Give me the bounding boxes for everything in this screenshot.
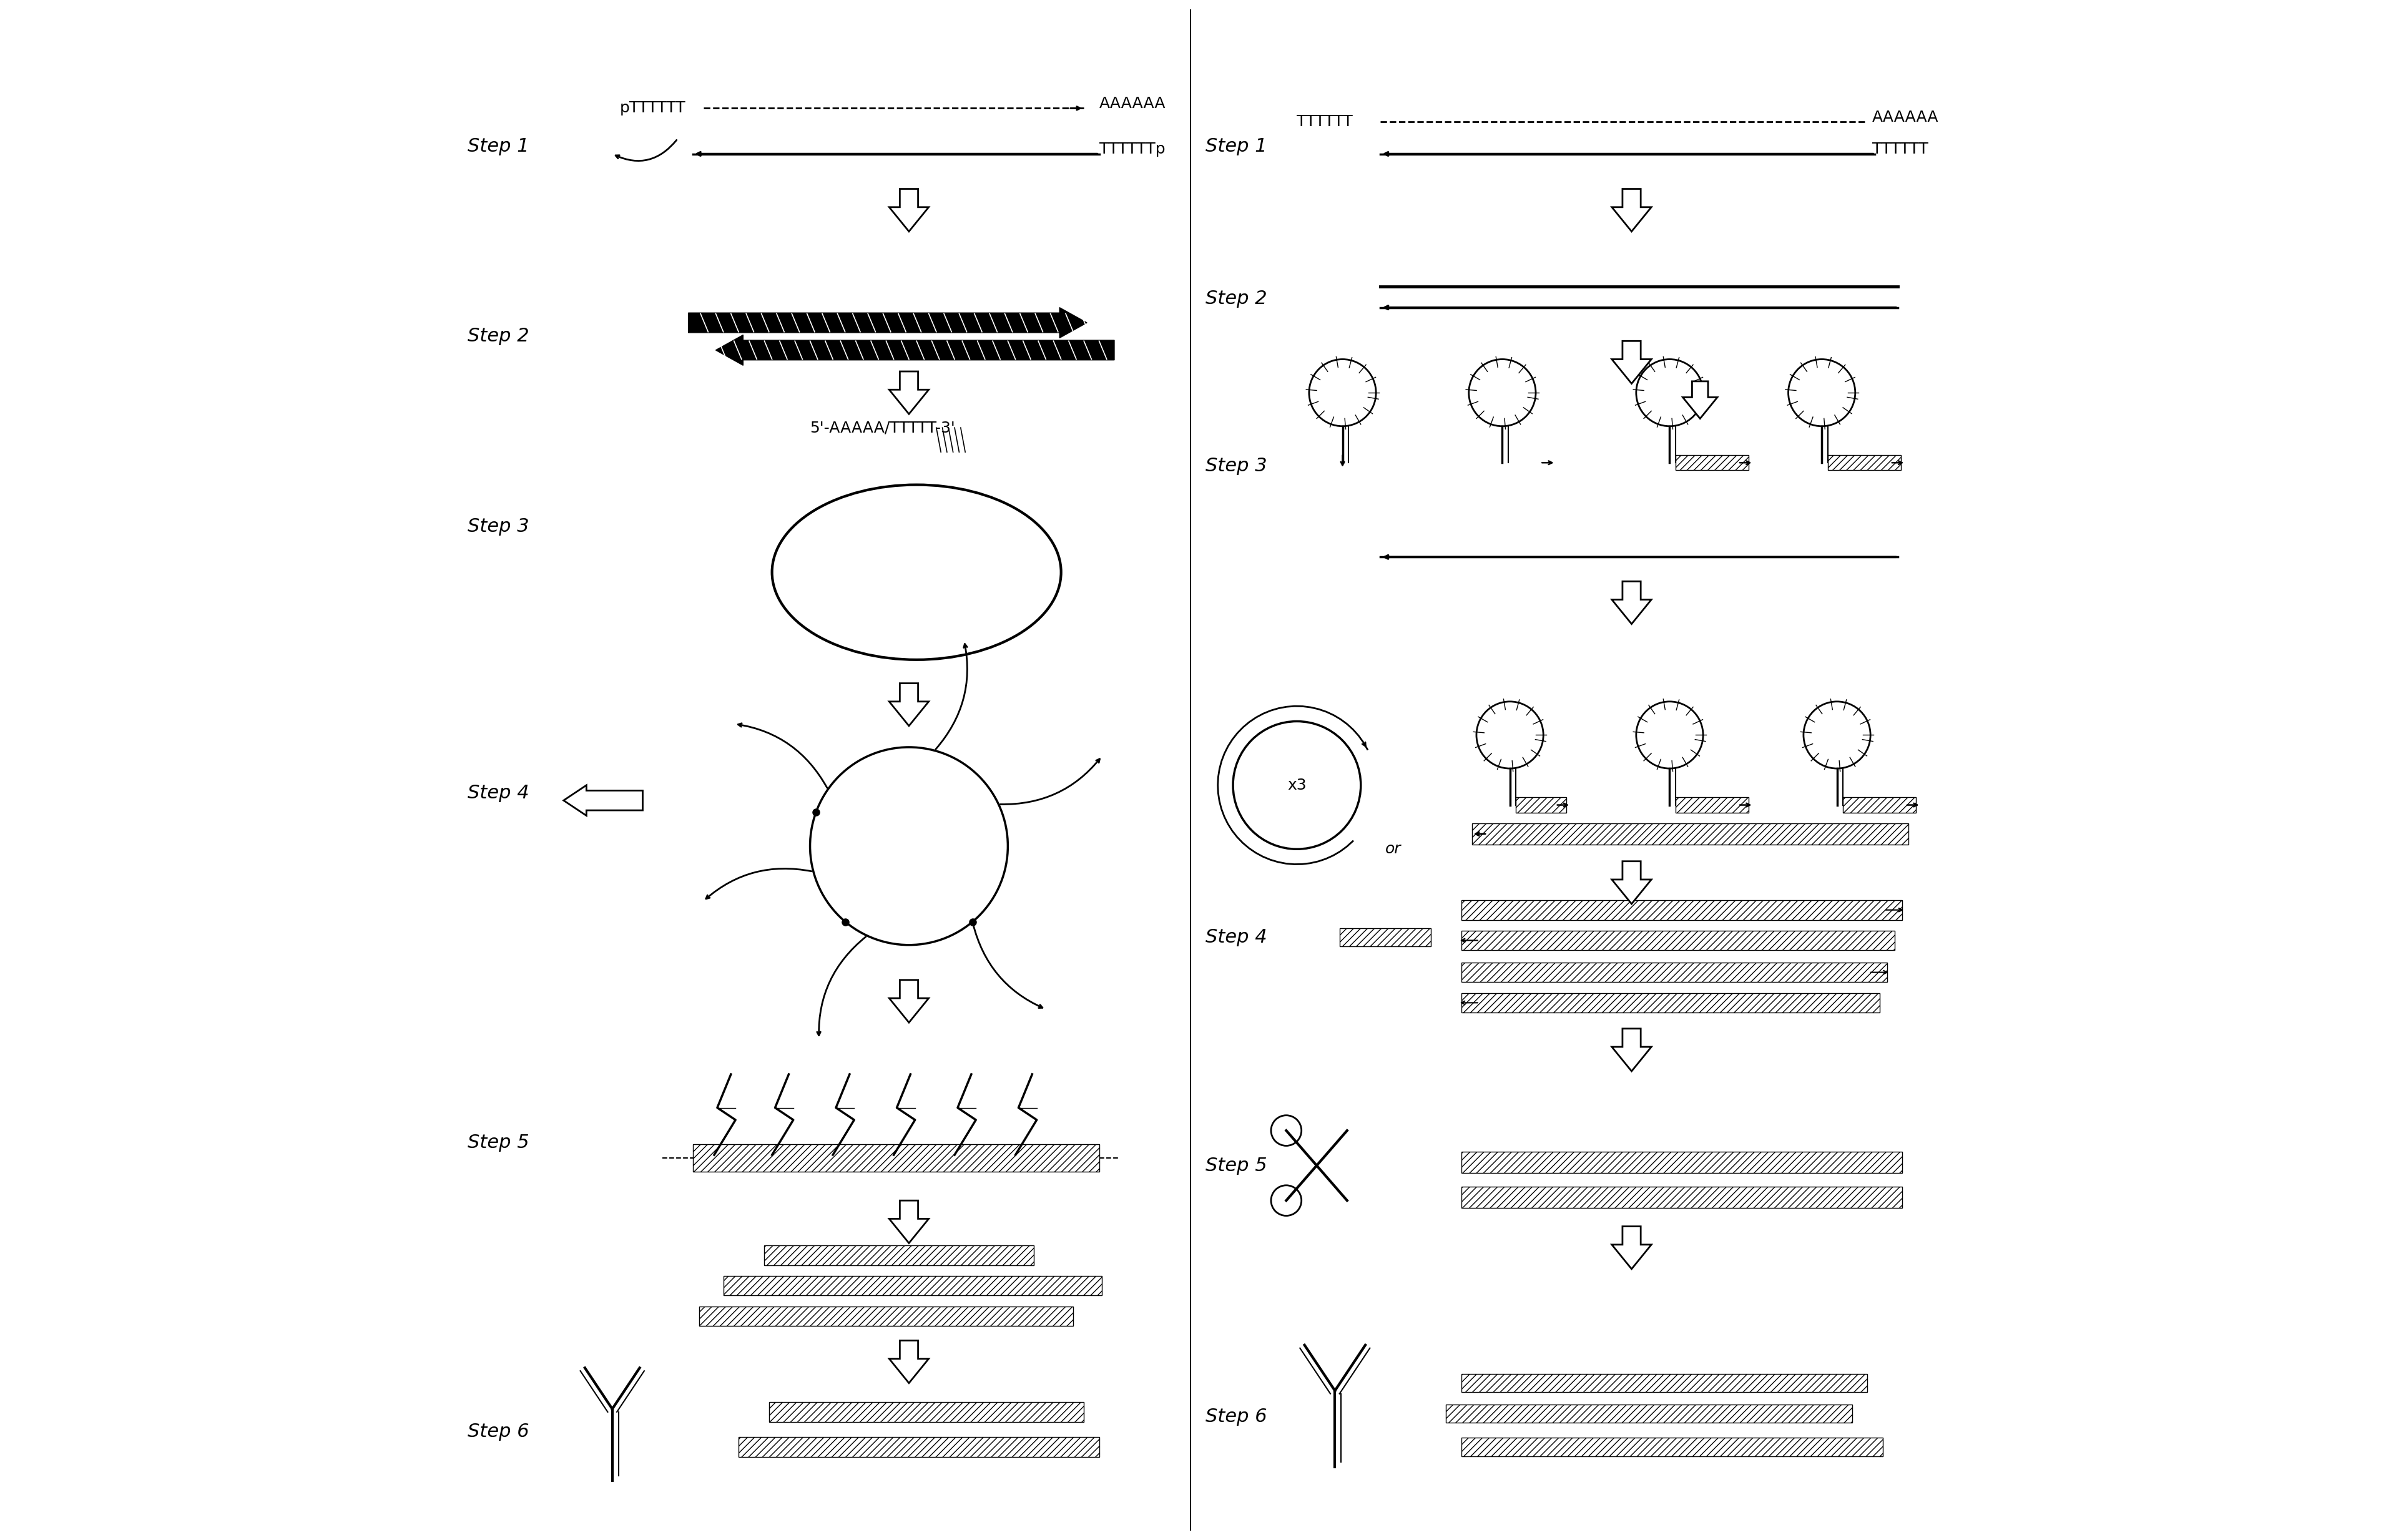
Bar — [724, 1275, 1102, 1295]
Text: Step 4: Step 4 — [467, 784, 530, 802]
FancyArrow shape — [688, 308, 1088, 337]
Text: Step 4: Step 4 — [1205, 929, 1267, 947]
Text: TTTTTT: TTTTTT — [1296, 114, 1354, 129]
Text: Step 3: Step 3 — [1205, 457, 1267, 474]
Bar — [764, 1246, 1033, 1266]
Text: Step 5: Step 5 — [1205, 1157, 1267, 1175]
Bar — [1445, 1404, 1852, 1423]
Text: TTTTTTp: TTTTTTp — [1100, 142, 1164, 157]
Bar — [700, 1306, 1073, 1326]
Bar — [1339, 929, 1430, 947]
Bar — [1462, 1438, 1883, 1457]
Text: Step 6: Step 6 — [467, 1423, 530, 1441]
Text: Step 2: Step 2 — [1205, 290, 1267, 308]
Bar — [1828, 456, 1900, 470]
Bar — [1462, 1187, 1902, 1207]
FancyArrow shape — [1613, 582, 1651, 624]
Text: AAAAAA: AAAAAA — [1100, 95, 1164, 111]
FancyArrow shape — [1613, 1226, 1651, 1269]
Text: pTTTTTT: pTTTTTT — [621, 100, 685, 116]
Bar — [1462, 1152, 1902, 1173]
Bar — [769, 1401, 1083, 1421]
FancyArrow shape — [889, 1340, 930, 1383]
Bar — [1517, 798, 1567, 813]
Bar — [692, 1144, 1100, 1172]
Bar — [1462, 1374, 1866, 1392]
Bar — [1462, 962, 1888, 983]
Text: Step 1: Step 1 — [1205, 137, 1267, 156]
Text: Step 5: Step 5 — [467, 1133, 530, 1152]
Bar — [1462, 899, 1902, 919]
Bar — [1471, 824, 1910, 844]
Text: Step 1: Step 1 — [467, 137, 530, 156]
Bar — [738, 1437, 1100, 1457]
Bar — [1462, 993, 1878, 1013]
FancyArrow shape — [889, 979, 930, 1023]
FancyArrow shape — [1613, 340, 1651, 383]
FancyArrow shape — [1613, 1029, 1651, 1072]
FancyArrow shape — [889, 1201, 930, 1243]
Text: or: or — [1385, 842, 1402, 856]
FancyArrow shape — [716, 334, 1114, 365]
FancyArrow shape — [1682, 382, 1718, 419]
Text: TTTTTT: TTTTTT — [1871, 142, 1929, 157]
Text: Step 2: Step 2 — [467, 328, 530, 345]
FancyArrow shape — [1613, 861, 1651, 904]
Text: Step 3: Step 3 — [467, 517, 530, 536]
Bar — [1843, 798, 1917, 813]
FancyArrow shape — [889, 684, 930, 725]
Text: x3: x3 — [1287, 778, 1306, 793]
FancyArrow shape — [563, 785, 642, 816]
FancyArrow shape — [889, 371, 930, 414]
FancyArrow shape — [1613, 189, 1651, 231]
FancyArrow shape — [889, 189, 930, 231]
Bar — [1675, 798, 1749, 813]
Bar — [1675, 456, 1749, 470]
Bar — [1462, 930, 1895, 950]
Text: AAAAAA: AAAAAA — [1871, 109, 1938, 125]
Text: 5'-AAAAA/TTTTT-3': 5'-AAAAA/TTTTT-3' — [810, 420, 956, 436]
Text: Step 6: Step 6 — [1205, 1408, 1267, 1426]
